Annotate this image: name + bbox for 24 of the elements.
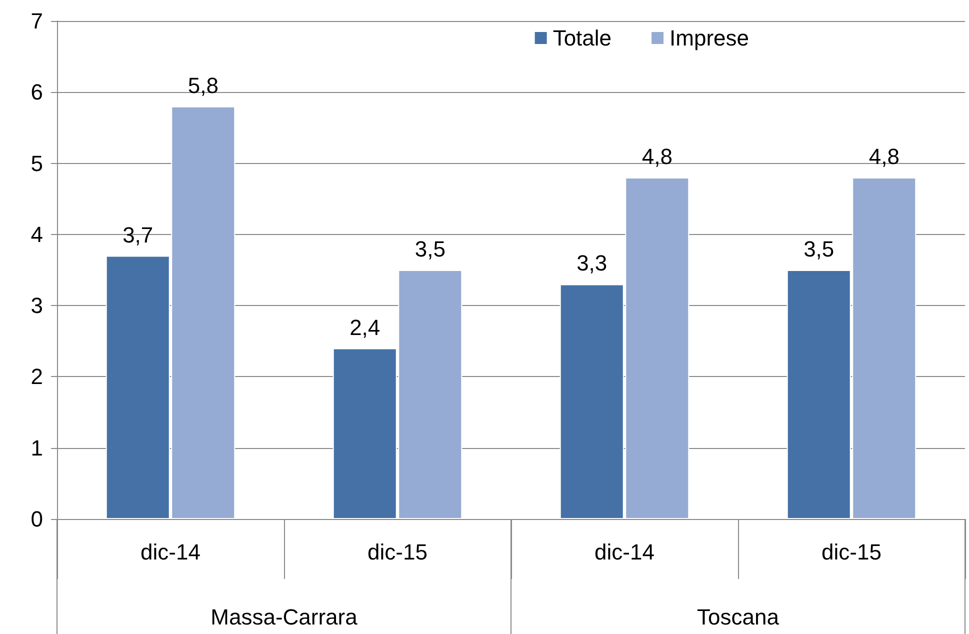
data-label: 4,8 bbox=[642, 144, 672, 170]
x-tick-label: dic-15 bbox=[822, 540, 882, 564]
legend-label: Totale bbox=[552, 26, 612, 50]
x-tick-label: dic-15 bbox=[368, 540, 428, 564]
y-tick-label: 5 bbox=[30, 150, 43, 176]
data-label: 3,3 bbox=[576, 250, 608, 276]
data-label: 3,5 bbox=[804, 236, 834, 262]
text: Toscana bbox=[697, 604, 780, 630]
data-label: 2,4 bbox=[350, 314, 380, 340]
y-tick-label: 3 bbox=[30, 293, 43, 318]
x-tick-label: dic-14 bbox=[594, 540, 654, 564]
y-tick-label: 4 bbox=[30, 222, 43, 247]
data-label: 5,8 bbox=[188, 72, 218, 98]
data-label: 4,8 bbox=[868, 144, 900, 170]
y-tick-label: 6 bbox=[30, 80, 43, 105]
data-label: 3,5 bbox=[414, 236, 446, 262]
y-tick-label: 1 bbox=[30, 435, 43, 460]
text: Massa-Carrara bbox=[210, 604, 358, 630]
y-tick-label: 0 bbox=[30, 506, 43, 532]
x-tick-label: dic-14 bbox=[140, 540, 200, 564]
y-tick-label: 2 bbox=[30, 364, 43, 390]
legend-label: Imprese bbox=[670, 26, 750, 50]
y-tick-label: 7 bbox=[30, 8, 43, 34]
data-label: 3,7 bbox=[122, 222, 154, 248]
